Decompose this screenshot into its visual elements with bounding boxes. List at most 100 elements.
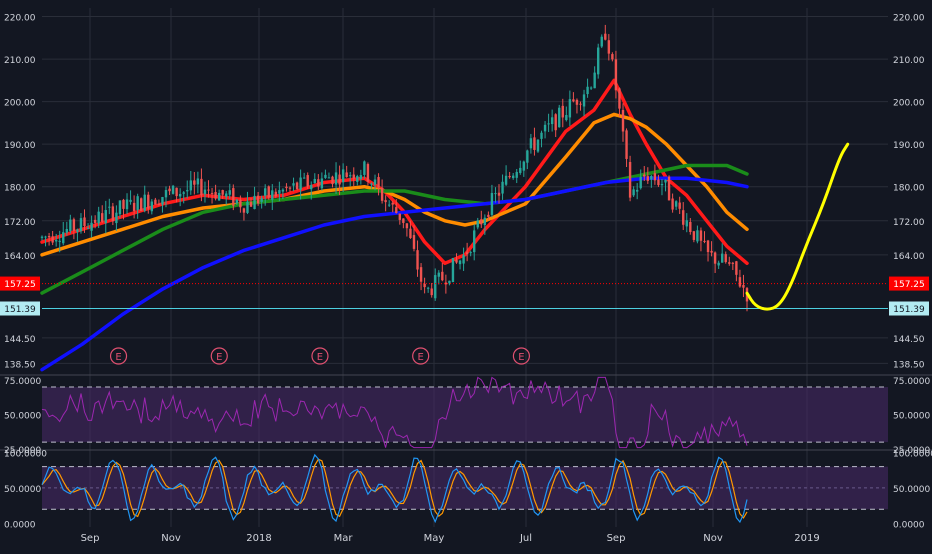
candle-body (242, 208, 246, 213)
indicator-bands (42, 386, 888, 510)
earnings-marker (311, 347, 329, 365)
candle-body (232, 188, 235, 206)
candle-body (93, 219, 97, 223)
y-tick-label-right: 138.50 (893, 360, 925, 370)
candle-body (104, 210, 107, 224)
candle-body (444, 282, 448, 285)
candle-body (706, 240, 710, 253)
candle-body (69, 219, 72, 232)
candle-body (494, 193, 497, 195)
x-tick-label: May (424, 533, 445, 544)
stoch-k-line (41, 453, 748, 524)
candle-body (430, 288, 433, 296)
y-tick-label-left: 144.50 (4, 335, 36, 345)
y-tick-label-right: 180.00 (893, 184, 925, 194)
candle-body (214, 192, 217, 199)
candle-body (473, 230, 476, 253)
current-price-badge-right (889, 276, 929, 291)
candle-body (370, 183, 373, 185)
candle-body (533, 137, 536, 150)
y-tick-label-right: 50.0000 (893, 412, 930, 422)
candle-body (274, 191, 278, 197)
candle-body (295, 182, 299, 189)
earnings-marker (512, 347, 531, 365)
candle-body (62, 232, 65, 244)
y-tick-label-right: 172.00 (893, 218, 925, 228)
candle-body (462, 255, 465, 264)
y-tick-label-left: 210.00 (4, 56, 36, 66)
candle-body (434, 275, 437, 299)
candle-body (614, 59, 618, 91)
candle-body (207, 189, 210, 191)
candle-body (132, 202, 136, 211)
y-tick-label-right: 75.0000 (893, 377, 930, 387)
candle-body (186, 190, 189, 192)
candle-body (175, 187, 178, 197)
candle-body (635, 189, 639, 192)
moving-average-line (40, 112, 749, 257)
candle-body (593, 72, 596, 89)
candle-body (79, 218, 83, 232)
y-tick-label-left: 50.0000 (4, 412, 41, 422)
y-tick-label-right: 0.0000 (893, 520, 925, 530)
candle-body (313, 178, 316, 184)
candle-body (735, 261, 738, 275)
candle-body (664, 179, 667, 183)
candle-body (600, 36, 603, 47)
candle-body (97, 211, 100, 224)
grid-layer (0, 8, 932, 527)
y-tick-label-right: 144.50 (893, 335, 925, 345)
candle-body (575, 99, 579, 105)
y-tick-label-right: 200.00 (893, 99, 925, 109)
candle-body (490, 192, 494, 215)
candle-body (147, 194, 150, 209)
candle-body (643, 174, 646, 177)
candle-body (465, 252, 469, 255)
candle-body (423, 283, 426, 288)
candle-body (366, 164, 370, 182)
candle-body (51, 236, 54, 243)
y-tick-label-right: 25.0000 (893, 446, 930, 456)
candle-body (101, 213, 104, 222)
earnings-marker-label: E (317, 352, 323, 363)
candle-body (554, 114, 557, 131)
y-tick-label-left: 180.00 (4, 184, 36, 194)
y-tick-label-left: 164.00 (4, 252, 36, 262)
candle-body (391, 202, 394, 205)
candle-body (398, 213, 402, 220)
candle-body (650, 175, 653, 180)
candle-body (604, 33, 607, 40)
y-tick-label-right: 210.00 (893, 56, 925, 66)
candle-body (178, 193, 182, 197)
candle-body (317, 179, 320, 187)
candle-body (115, 212, 118, 224)
candle-body (200, 178, 203, 196)
candle-body (589, 87, 593, 89)
candle-body (288, 187, 292, 189)
candle-body (469, 252, 472, 254)
x-tick-label: Nov (161, 533, 181, 544)
candle-body (225, 193, 228, 197)
candle-body (550, 117, 554, 125)
candle-body (579, 103, 582, 105)
candle-body (519, 167, 522, 173)
candle-body (150, 201, 154, 212)
candle-body (543, 124, 547, 132)
candle-body (384, 200, 387, 203)
candle-body (558, 107, 561, 128)
candle-body (356, 176, 359, 182)
candle-body (271, 190, 274, 200)
support-badge-text-left: 151.39 (4, 305, 36, 315)
earnings-marker (412, 347, 430, 365)
candle-body (334, 172, 338, 185)
candle-body (373, 179, 377, 185)
candle-body (487, 214, 490, 218)
candle-body (72, 219, 76, 231)
candle-body (437, 272, 440, 277)
candle-body (40, 236, 44, 238)
candle-body (122, 199, 125, 209)
candle-body (44, 236, 47, 238)
candle-body (639, 176, 642, 189)
